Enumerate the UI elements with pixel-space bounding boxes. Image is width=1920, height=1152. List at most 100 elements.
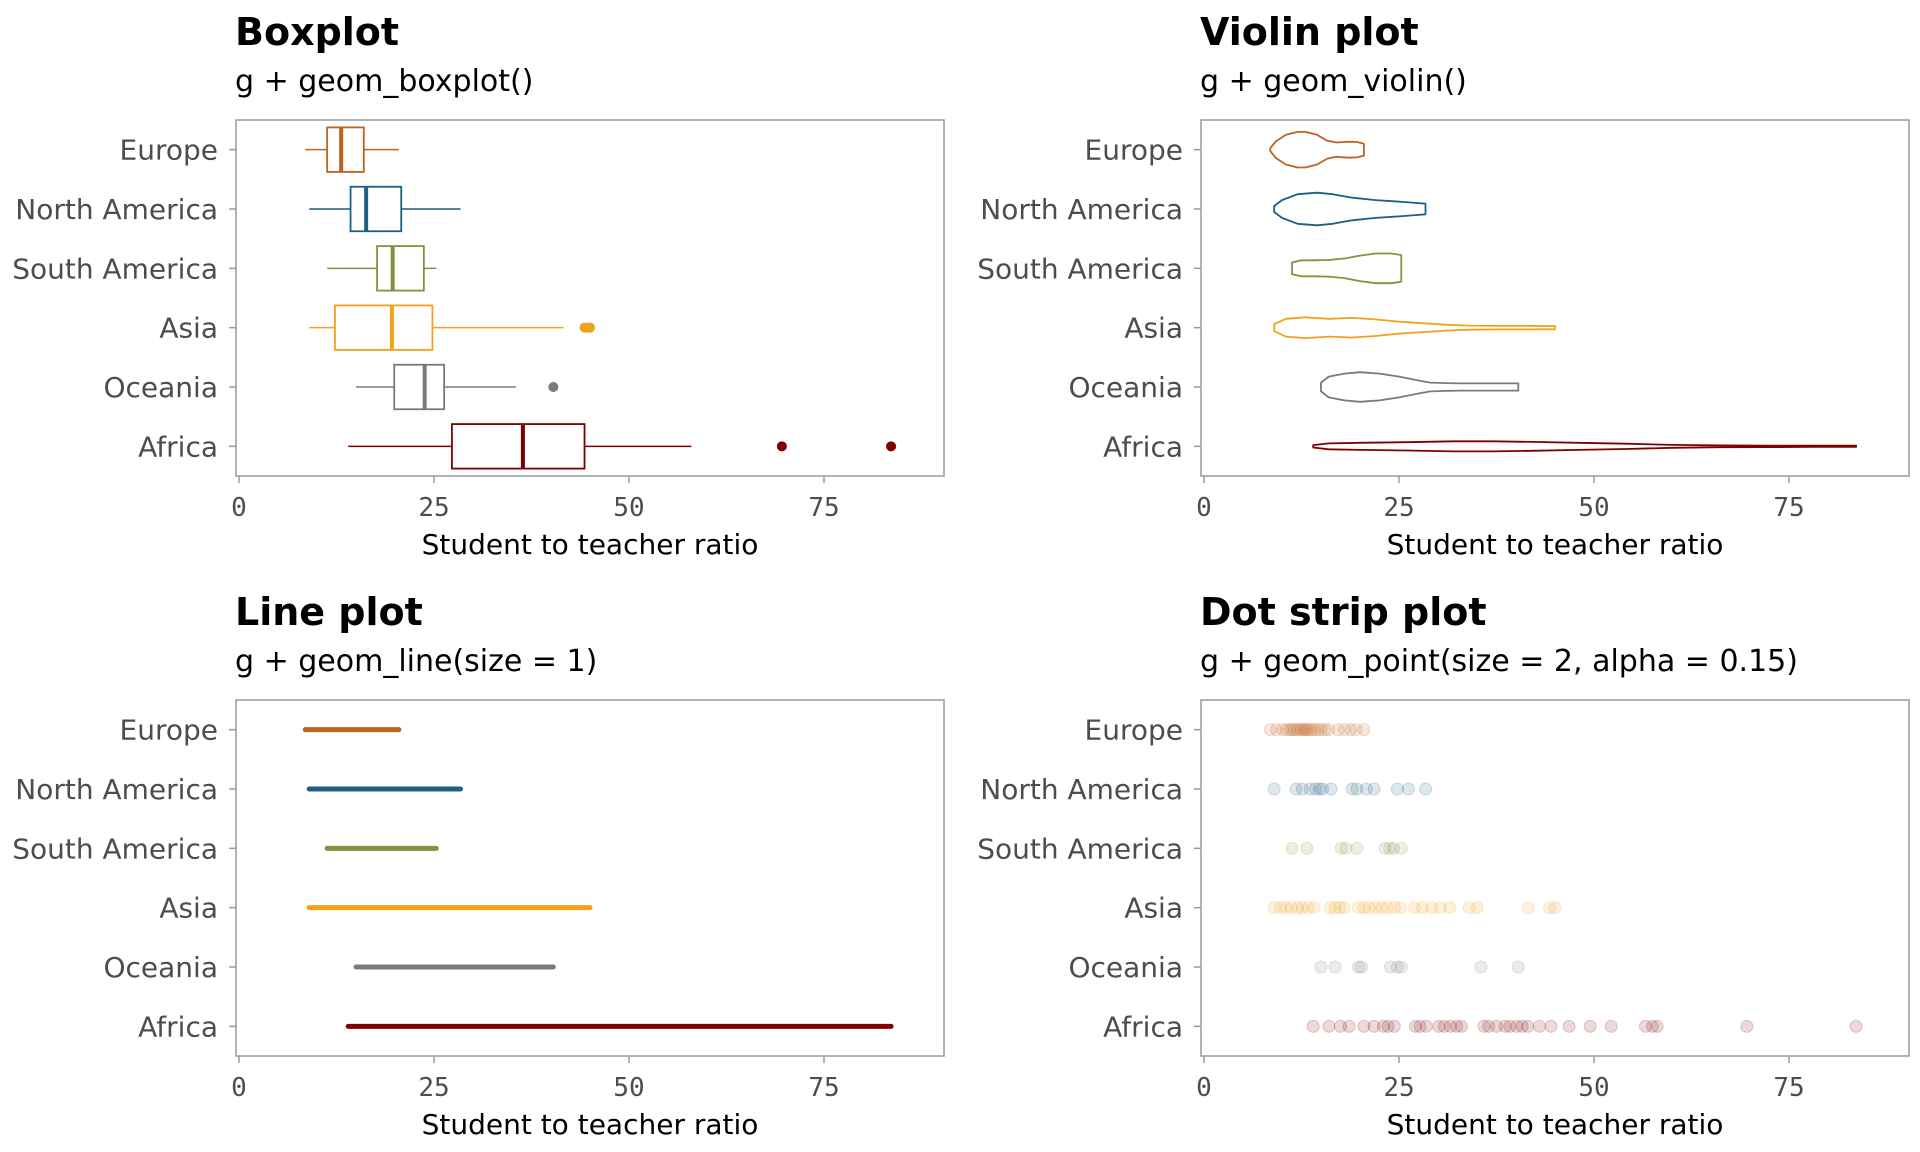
point-oceania xyxy=(1314,960,1328,974)
point-europe xyxy=(1308,723,1322,737)
panel-subtitle-boxplot: g + geom_boxplot() xyxy=(235,64,534,99)
point-asia xyxy=(1415,901,1429,915)
point-africa xyxy=(1342,1019,1356,1033)
x-axis-title: Student to teacher ratio xyxy=(422,1108,759,1141)
category-label-oceania: Oceania xyxy=(1068,371,1183,404)
point-oceania xyxy=(1474,960,1488,974)
x-tick-label: 50 xyxy=(1578,1073,1609,1103)
x-tick-label: 75 xyxy=(808,493,839,523)
panel-frame xyxy=(235,699,945,1057)
outlier-oceania xyxy=(548,382,559,392)
point-europe xyxy=(1302,723,1316,737)
point-africa xyxy=(1740,1019,1754,1033)
box-north-america xyxy=(349,185,403,233)
point-europe xyxy=(1295,723,1308,737)
category-label-oceania: Oceania xyxy=(1068,951,1183,984)
point-south-america xyxy=(1339,841,1353,855)
point-africa xyxy=(1490,1019,1503,1033)
point-europe xyxy=(1344,723,1358,737)
point-europe xyxy=(1357,723,1371,737)
point-north-america xyxy=(1289,782,1303,796)
panel-title-boxplot: Boxplot xyxy=(235,10,400,54)
point-north-america xyxy=(1324,782,1338,796)
box-asia xyxy=(334,304,434,351)
point-africa xyxy=(1408,1019,1422,1033)
point-asia xyxy=(1443,901,1457,915)
panel-subtitle-violin: g + geom_violin() xyxy=(1200,64,1467,99)
panel-dot-strip-plot: Europe North America South America Asia Ocea… xyxy=(977,699,1910,1141)
point-south-america xyxy=(1383,841,1397,855)
point-north-america xyxy=(1309,782,1323,796)
point-europe xyxy=(1311,723,1325,737)
point-asia xyxy=(1362,901,1376,915)
point-oceania xyxy=(1511,960,1525,974)
point-europe xyxy=(1280,723,1294,737)
violin-south-america xyxy=(1291,252,1403,285)
point-oceania xyxy=(1383,960,1397,974)
category-label-europe: Europe xyxy=(1085,714,1183,747)
x-tick-label: 0 xyxy=(231,1073,247,1103)
point-north-america xyxy=(1312,782,1326,796)
point-europe xyxy=(1314,723,1328,737)
outlier-africa xyxy=(776,441,787,452)
point-asia xyxy=(1307,901,1321,915)
point-oceania xyxy=(1328,960,1342,974)
point-asia xyxy=(1284,901,1298,915)
violin-europe xyxy=(1269,131,1365,169)
point-europe xyxy=(1292,723,1306,737)
category-label-europe: Europe xyxy=(1085,134,1183,167)
violin-north-america xyxy=(1273,191,1427,227)
violin-africa xyxy=(1312,440,1857,453)
point-asia xyxy=(1521,901,1535,915)
x-tick-label: 0 xyxy=(1196,1073,1212,1103)
category-label-asia: Asia xyxy=(159,312,218,345)
point-africa xyxy=(1583,1019,1597,1033)
point-asia xyxy=(1279,901,1293,915)
point-asia xyxy=(1548,901,1562,915)
point-europe xyxy=(1263,723,1277,737)
point-africa xyxy=(1646,1019,1659,1033)
point-africa xyxy=(1450,1019,1464,1033)
box-south-america xyxy=(376,245,425,292)
point-north-america xyxy=(1401,782,1415,796)
point-asia xyxy=(1369,901,1383,915)
point-europe xyxy=(1337,723,1351,737)
category-label-europe: Europe xyxy=(120,714,218,747)
x-tick-label: 50 xyxy=(1578,493,1609,523)
point-north-america xyxy=(1359,782,1373,796)
point-africa xyxy=(1306,1019,1320,1033)
point-europe xyxy=(1300,723,1314,737)
panel-subtitle-dotstrip: g + geom_point(size = 2, alpha = 0.15) xyxy=(1200,644,1798,679)
point-asia xyxy=(1328,901,1342,915)
point-north-america xyxy=(1345,782,1359,796)
point-asia xyxy=(1301,901,1315,915)
point-asia xyxy=(1394,901,1408,915)
point-south-america xyxy=(1394,841,1408,855)
point-africa xyxy=(1503,1019,1517,1033)
point-africa xyxy=(1604,1019,1618,1033)
point-asia xyxy=(1425,901,1439,915)
point-africa xyxy=(1638,1019,1652,1033)
category-label-africa: Africa xyxy=(1103,1010,1183,1043)
point-asia xyxy=(1357,901,1371,915)
category-label-south-america: South America xyxy=(977,832,1183,865)
point-asia xyxy=(1462,901,1476,915)
x-axis-title: Student to teacher ratio xyxy=(422,528,759,561)
panel-frame xyxy=(1200,119,1910,477)
point-asia xyxy=(1295,901,1309,915)
category-label-oceania: Oceania xyxy=(103,951,218,984)
outlier-africa xyxy=(886,441,897,452)
point-africa xyxy=(1544,1019,1558,1033)
panel-title-dotstrip: Dot strip plot xyxy=(1200,590,1487,634)
category-label-asia: Asia xyxy=(159,892,218,925)
point-africa xyxy=(1381,1019,1395,1033)
point-north-america xyxy=(1267,782,1281,796)
category-label-south-america: South America xyxy=(977,252,1183,285)
point-africa xyxy=(1419,1019,1433,1033)
panel-boxplot: Europe North America South America Asia Ocea… xyxy=(12,119,945,561)
point-europe xyxy=(1298,723,1312,737)
category-label-asia: Asia xyxy=(1124,892,1183,925)
violin-asia xyxy=(1273,316,1556,339)
point-north-america xyxy=(1350,782,1364,796)
